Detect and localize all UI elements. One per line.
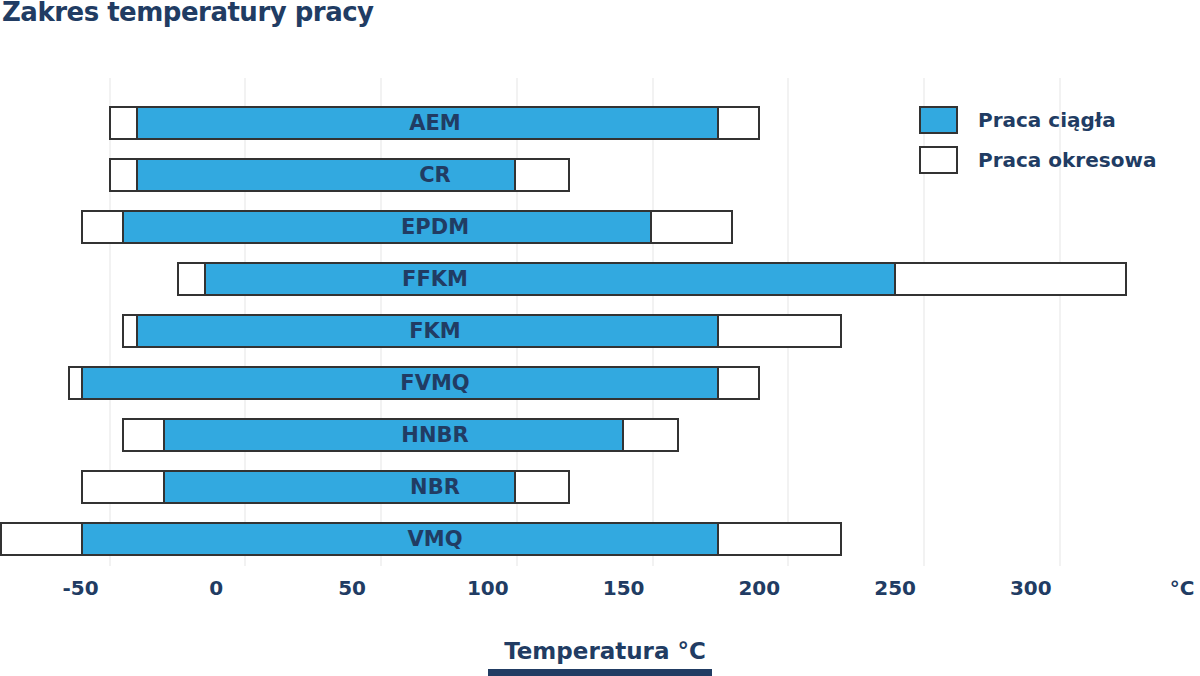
bar-epdm-continuous bbox=[122, 210, 651, 244]
bar-label-ffkm: FFKM bbox=[402, 262, 468, 296]
x-tick-label: 300 bbox=[1010, 576, 1052, 600]
x-axis-title: Temperatura °C bbox=[504, 638, 706, 664]
bar-cr-continuous bbox=[136, 158, 516, 192]
x-tick-label: 200 bbox=[738, 576, 780, 600]
bar-nbr-continuous bbox=[163, 470, 516, 504]
x-tick-label: 50 bbox=[338, 576, 366, 600]
x-axis-unit-label: °C bbox=[1170, 576, 1195, 600]
x-tick-label: -50 bbox=[63, 576, 99, 600]
temperature-range-chart: Zakres temperatury pracy -50050100150200… bbox=[0, 0, 1200, 676]
legend-item-periodic: Praca okresowa bbox=[919, 146, 1156, 174]
legend-label-periodic: Praca okresowa bbox=[978, 148, 1156, 172]
bar-label-nbr: NBR bbox=[410, 470, 460, 504]
bar-label-cr: CR bbox=[419, 158, 451, 192]
x-tick-label: 250 bbox=[874, 576, 916, 600]
legend-swatch-continuous-icon bbox=[919, 106, 958, 134]
bar-label-aem: AEM bbox=[409, 106, 461, 140]
x-tick-label: 150 bbox=[603, 576, 645, 600]
bar-ffkm-continuous bbox=[204, 262, 896, 296]
legend-swatch-periodic-icon bbox=[919, 146, 958, 174]
legend-item-continuous: Praca ciągła bbox=[919, 106, 1156, 134]
legend: Praca ciągła Praca okresowa bbox=[919, 106, 1156, 186]
bar-label-fvmq: FVMQ bbox=[400, 366, 469, 400]
bottom-accent-bar bbox=[488, 669, 712, 676]
legend-label-continuous: Praca ciągła bbox=[978, 108, 1116, 132]
x-tick-label: 0 bbox=[209, 576, 223, 600]
x-tick-label: 100 bbox=[467, 576, 509, 600]
bar-label-vmq: VMQ bbox=[407, 522, 462, 556]
bar-label-epdm: EPDM bbox=[401, 210, 469, 244]
bar-label-hnbr: HNBR bbox=[401, 418, 468, 452]
bar-label-fkm: FKM bbox=[409, 314, 461, 348]
plot-area: -50 0 50 100 150 200 250 300 °C AEM CR EPDM FFKM FKM F… bbox=[0, 0, 1200, 676]
bar-hnbr-continuous bbox=[163, 418, 625, 452]
bar-vmq-continuous bbox=[81, 522, 719, 556]
